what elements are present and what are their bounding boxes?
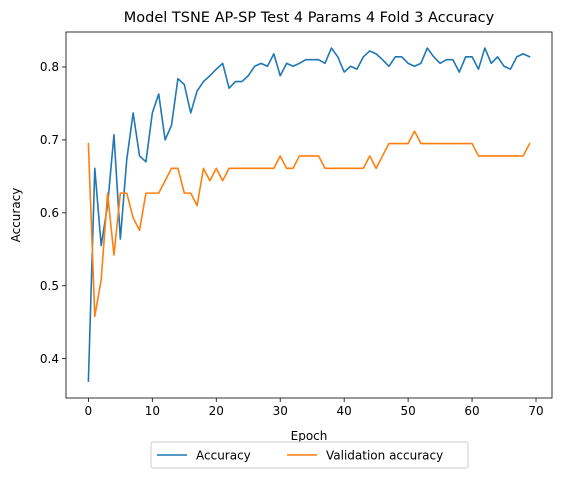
series-line-accuracy (87, 47, 531, 383)
y-tick-label: 0.4 (40, 352, 59, 366)
y-tick-label: 0.5 (40, 279, 59, 293)
x-tick-label: 60 (464, 404, 479, 418)
x-tick-label: 0 (85, 404, 93, 418)
x-axis: 0 10 20 30 40 50 60 70 (85, 398, 544, 418)
x-tick-label: 40 (337, 404, 352, 418)
y-axis: 0.4 0.5 0.6 0.7 0.8 (40, 60, 66, 366)
x-tick-label: 20 (209, 404, 224, 418)
x-tick-label: 50 (400, 404, 415, 418)
legend-label-validation-accuracy: Validation accuracy (326, 449, 443, 463)
chart-title: Model TSNE AP-SP Test 4 Params 4 Fold 3 … (124, 10, 495, 26)
plot-area (87, 47, 531, 383)
series-line-validation-accuracy (87, 130, 531, 318)
x-axis-label: Epoch (291, 429, 328, 443)
x-tick-label: 70 (528, 404, 543, 418)
y-tick-label: 0.7 (40, 133, 59, 147)
y-axis-label: Accuracy (9, 188, 23, 243)
legend: Accuracy Validation accuracy (150, 441, 469, 469)
y-tick-label: 0.6 (40, 206, 59, 220)
y-tick-label: 0.8 (40, 60, 59, 74)
x-tick-label: 30 (273, 404, 288, 418)
legend-label-accuracy: Accuracy (196, 449, 251, 463)
x-tick-label: 10 (145, 404, 160, 418)
plot-frame (65, 31, 553, 399)
